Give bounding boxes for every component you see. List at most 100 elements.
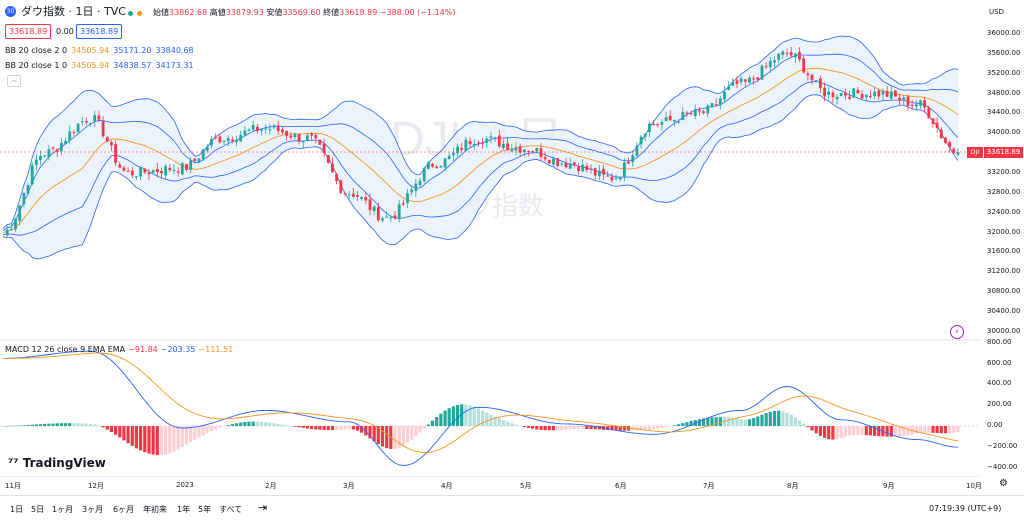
macd-histogram-bar <box>189 426 193 442</box>
range-button[interactable]: 1日 <box>10 505 24 514</box>
macd-histogram-bar <box>702 418 706 426</box>
macd-histogram-bar <box>518 425 522 427</box>
candle-body <box>927 107 931 118</box>
range-button[interactable]: 3ヶ月 <box>82 505 104 514</box>
range-button[interactable]: 5年 <box>198 505 212 514</box>
range-button[interactable]: 5日 <box>31 505 45 514</box>
settings-gear-icon[interactable]: ⚙ <box>999 478 1008 489</box>
macd-histogram-bar <box>760 414 764 426</box>
time-tick-label: 8月 <box>787 482 799 490</box>
macd-histogram-bar <box>752 418 756 426</box>
macd-histogram-bar <box>176 426 180 450</box>
macd-histogram-bar <box>864 426 868 436</box>
tradingview-logo[interactable]: ⁷⁷ TradingView <box>8 456 106 470</box>
macd-histogram-bar <box>180 426 184 448</box>
macd-histogram-bar <box>868 426 872 436</box>
macd-line-value: −203.35 <box>160 345 196 354</box>
macd-histogram-bar <box>351 426 355 430</box>
macd-histogram-bar <box>447 408 451 426</box>
candle-body <box>381 218 384 221</box>
candle-body <box>435 166 439 169</box>
candle-body <box>35 159 38 165</box>
candle-body <box>351 193 355 197</box>
macd-histogram-bar <box>276 424 280 426</box>
candle-body <box>527 151 530 153</box>
candle-body <box>727 86 730 90</box>
candle-body <box>481 142 484 144</box>
macd-legend[interactable]: MACD 12 26 close 9 EMA EMA −91.84 −203.35−… <box>5 345 233 354</box>
collapse-legend-icon[interactable]: ︿ <box>7 75 21 87</box>
candle-body <box>356 195 359 197</box>
candle-body <box>422 167 426 182</box>
ask-price[interactable]: 33618.89 <box>76 24 123 39</box>
candle-body <box>368 199 372 210</box>
candle-body <box>935 122 939 128</box>
bb1-lower: 33840.68 <box>155 46 194 55</box>
macd-histogram-bar <box>777 410 781 426</box>
candle-body <box>572 162 576 166</box>
range-button[interactable]: 1ヶ月 <box>52 505 74 514</box>
candle-body <box>60 143 63 152</box>
macd-histogram-bar <box>906 426 910 436</box>
time-tick-label: 11月 <box>5 482 21 490</box>
candle-body <box>468 141 472 145</box>
candle-body <box>126 170 130 172</box>
range-button[interactable]: 1年 <box>177 505 191 514</box>
candle-body <box>376 207 380 221</box>
macd-histogram-bar <box>226 425 230 426</box>
candle-body <box>852 88 856 98</box>
price-chart[interactable]: DJI, 1日 ダウ指数 <box>0 0 980 477</box>
macd-tick-label: −400.00 <box>987 462 1018 471</box>
candle-body <box>848 96 851 99</box>
bb-indicator-2[interactable]: BB 20 close 1 0 34505.94 34838.57 34173.31 <box>5 61 194 70</box>
alert-icon[interactable]: ⚡ <box>950 325 964 339</box>
currency-label[interactable]: USD <box>989 8 1004 16</box>
bid-price[interactable]: 33618.89 <box>5 24 52 39</box>
candle-body <box>285 131 288 136</box>
macd-histogram-bar <box>476 408 480 426</box>
macd-histogram-bar <box>681 423 685 426</box>
candle-body <box>185 164 188 170</box>
candle-body <box>64 141 67 144</box>
price-axis[interactable]: 36000.00 35600.00 35200.00 34800.00 34400.00… <box>983 0 1024 477</box>
date-range-calendar-icon[interactable]: ⇥ <box>258 501 268 514</box>
candle-body <box>418 180 422 186</box>
macd-histogram-bar <box>677 424 681 426</box>
macd-histogram-bar <box>51 423 55 426</box>
macd-histogram-bar <box>255 421 259 426</box>
candle-body <box>431 163 434 167</box>
candle-body <box>331 163 334 173</box>
candle-body <box>593 168 597 176</box>
candle-body <box>768 60 772 68</box>
macd-histogram-bar <box>793 417 797 426</box>
candle-body <box>147 172 151 175</box>
macd-histogram-bar <box>556 426 560 431</box>
range-button[interactable]: 6ヶ月 <box>113 505 135 514</box>
price-tick-label: 34000.00 <box>987 128 1021 137</box>
macd-histogram-bar <box>597 426 601 430</box>
macd-histogram-bar <box>293 426 297 427</box>
symbol-title[interactable]: ダウ指数 · 1日 · TVC <box>21 5 126 18</box>
range-button[interactable]: すべて <box>219 505 243 514</box>
macd-histogram-bar <box>585 426 589 429</box>
macd-histogram-bar <box>184 426 189 445</box>
bb-indicator-1[interactable]: BB 20 close 2 0 34505.94 35171.20 33840.68 <box>5 46 194 55</box>
candle-body <box>643 133 647 137</box>
range-button[interactable]: 年初来 <box>143 505 167 514</box>
macd-histogram-bar <box>89 423 93 426</box>
candle-body <box>827 91 831 95</box>
open-label: 始値 <box>153 8 169 17</box>
macd-histogram-bar <box>201 426 205 436</box>
macd-histogram-bar <box>626 426 631 431</box>
macd-histogram-bar <box>789 414 793 426</box>
bb-lower-2 <box>2 94 959 260</box>
candle-body <box>794 53 797 58</box>
candle-body <box>339 180 343 193</box>
candle-body <box>610 176 614 181</box>
candle-body <box>139 167 142 177</box>
candle-body <box>514 147 518 151</box>
clock-readout[interactable]: 07:19:39 (UTC+9) <box>929 504 1002 513</box>
candle-body <box>560 163 564 165</box>
macd-histogram-bar <box>80 423 84 426</box>
macd-histogram-bar <box>59 423 63 426</box>
